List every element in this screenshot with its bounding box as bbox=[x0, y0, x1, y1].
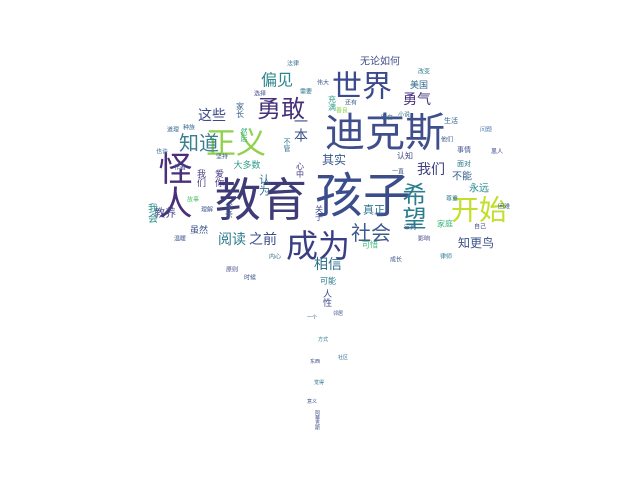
word-cloud-word: 怪人 bbox=[152, 151, 192, 219]
word-cloud-word: 选择 bbox=[254, 90, 266, 98]
word-cloud-word: 偏见 bbox=[261, 71, 293, 90]
word-cloud-word: 我会 bbox=[146, 203, 158, 224]
word-cloud-word: 内心 bbox=[269, 253, 281, 261]
word-cloud-word: 道理 bbox=[167, 126, 179, 134]
word-cloud-word: 伟大 bbox=[317, 79, 329, 87]
word-cloud-word: 社区 bbox=[338, 354, 348, 361]
word-cloud-word: 其实 bbox=[322, 152, 346, 167]
word-cloud-word: 黑人 bbox=[491, 149, 503, 156]
word-cloud-word: 阅读 bbox=[218, 231, 246, 248]
word-cloud-word: 还有 bbox=[345, 99, 357, 107]
word-cloud-word: 觉得 bbox=[314, 379, 324, 386]
word-cloud-word: 爱你 bbox=[213, 169, 224, 187]
word-cloud-word: 父亲 bbox=[225, 202, 234, 218]
word-cloud-word: 开始 bbox=[451, 194, 507, 227]
word-cloud-word: 教育 bbox=[215, 173, 307, 227]
word-cloud-word: 影响 bbox=[418, 235, 430, 243]
word-cloud-word: 无论如何 bbox=[360, 55, 400, 68]
word-cloud-word: 不管 bbox=[283, 138, 291, 153]
word-cloud-word: 不能 bbox=[452, 170, 472, 183]
word-cloud-word: 知更鸟 bbox=[458, 235, 494, 250]
word-cloud-word: 社会 bbox=[351, 221, 391, 245]
word-cloud-word: 关于 bbox=[315, 204, 324, 221]
word-cloud-word: 正义 bbox=[206, 127, 266, 162]
word-cloud-word: 一直 bbox=[392, 168, 404, 176]
word-cloud-word: 邻居 bbox=[333, 310, 343, 317]
word-cloud-word: 我们 bbox=[417, 162, 445, 178]
word-cloud-word: 认为 bbox=[258, 174, 271, 196]
word-cloud-word: 生活 bbox=[444, 116, 458, 125]
word-cloud-word: 问题 bbox=[480, 126, 492, 134]
word-cloud-word: 改变 bbox=[418, 68, 430, 76]
word-cloud-word: 人性 bbox=[321, 289, 332, 308]
word-cloud-word: 小说 bbox=[398, 111, 410, 119]
word-cloud-word: 这些 bbox=[198, 107, 226, 124]
word-cloud-words: 孩子教育迪克斯成为 世界勇敢正义怪人开始希望社会 知道 偏见这些 勇气一本相信 阅读 之前 我… bbox=[146, 55, 511, 432]
word-cloud-word: 律师 bbox=[440, 253, 452, 261]
word-cloud-word: 阿蒂克斯 bbox=[314, 409, 320, 431]
word-cloud-word: 意义 bbox=[307, 398, 317, 405]
word-cloud-word: 明白 bbox=[381, 114, 393, 122]
word-cloud-word: 自己 bbox=[474, 223, 486, 231]
word-cloud-word: 相信 bbox=[314, 257, 342, 273]
word-cloud-word: 面对 bbox=[457, 159, 471, 168]
word-cloud-word: 心中 bbox=[296, 162, 305, 179]
word-cloud-word: 之前 bbox=[249, 231, 277, 248]
word-cloud-word: 大多数 bbox=[233, 159, 260, 171]
word-cloud-word: 坚持 bbox=[216, 153, 228, 161]
word-cloud-word: 然后 bbox=[240, 127, 248, 143]
word-cloud-word: 可能 bbox=[320, 276, 336, 286]
word-cloud-word: 虽然 bbox=[190, 224, 208, 236]
word-cloud-word: 东西 bbox=[310, 358, 320, 365]
word-cloud-word: 尊重 bbox=[446, 195, 458, 203]
word-cloud-word: 审判 bbox=[404, 224, 416, 232]
word-cloud-word: 永远 bbox=[469, 182, 489, 195]
word-cloud-word: 认知 bbox=[397, 151, 413, 161]
word-cloud-word: 迪克斯 bbox=[325, 110, 445, 156]
word-cloud-word: 希望 bbox=[398, 182, 426, 230]
word-cloud-word: 原则 bbox=[226, 266, 238, 274]
word-cloud-word: 事情 bbox=[457, 145, 471, 154]
word-cloud-word: 需要 bbox=[300, 89, 312, 96]
word-cloud-word: 法律 bbox=[287, 60, 299, 68]
word-cloud-word: 故事 bbox=[187, 196, 199, 204]
word-cloud-word: 勇气 bbox=[403, 92, 431, 108]
word-cloud-word: 方式 bbox=[318, 336, 328, 343]
word-cloud-word: 家长 bbox=[236, 101, 245, 119]
word-cloud-word: 世界 bbox=[332, 70, 392, 105]
word-cloud-word: 孩子 bbox=[315, 168, 411, 224]
word-cloud-word: 我们 bbox=[195, 169, 206, 188]
word-cloud-word: 真正 bbox=[363, 203, 385, 217]
word-cloud-word: 种族 bbox=[183, 124, 195, 132]
word-cloud-word: 理解 bbox=[201, 206, 213, 214]
word-cloud-word: 他们 bbox=[441, 136, 453, 144]
word-cloud-word: 可惜 bbox=[362, 240, 378, 250]
word-cloud-word: 一本 bbox=[292, 114, 308, 142]
word-cloud-word: 温暖 bbox=[174, 235, 186, 243]
word-cloud-word: 善良 bbox=[336, 107, 348, 115]
word-cloud-word: 一个 bbox=[307, 315, 317, 321]
word-cloud-word: 充满 bbox=[328, 94, 337, 112]
word-cloud-word: 勇敢 bbox=[257, 95, 305, 123]
word-cloud-word: 家庭 bbox=[437, 219, 453, 229]
word-cloud-word: 知道 bbox=[179, 131, 219, 155]
word-cloud-word: 成为 bbox=[286, 227, 350, 265]
word-cloud-word: 也许 bbox=[156, 148, 168, 156]
word-cloud-word: 困难 bbox=[498, 203, 510, 211]
word-cloud-word: 时候 bbox=[244, 274, 256, 282]
word-cloud-word: 成长 bbox=[390, 256, 402, 264]
word-cloud-word: 作者 bbox=[174, 164, 186, 172]
word-cloud-word: 美国 bbox=[410, 79, 428, 91]
word-cloud-word: 教养 bbox=[154, 206, 176, 220]
